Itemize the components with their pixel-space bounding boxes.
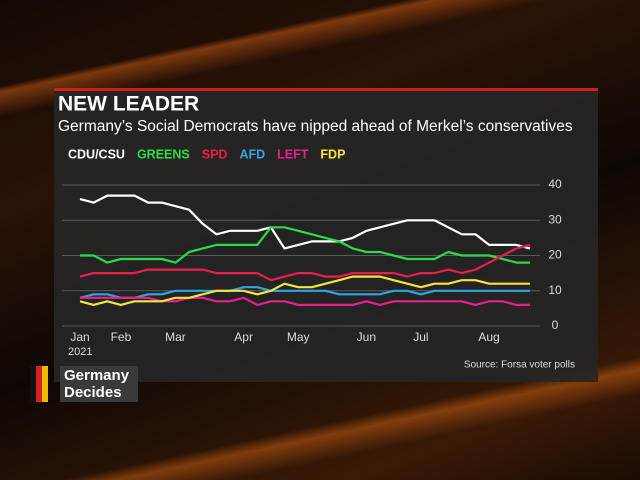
x-tick-label: Mar bbox=[165, 330, 186, 344]
series-line bbox=[79, 243, 531, 282]
source: Source: Forsa voter polls bbox=[464, 360, 575, 371]
y-tick-label: 20 bbox=[548, 248, 562, 262]
x-tick-label: May bbox=[287, 330, 310, 344]
x-tick-label: Feb bbox=[111, 330, 132, 344]
x-tick-label: Jun bbox=[357, 330, 376, 344]
flag-stripe bbox=[36, 366, 42, 402]
year-label: 2021 bbox=[68, 346, 92, 358]
legend-entry: GREENS bbox=[137, 147, 190, 161]
y-tick-label: 40 bbox=[548, 177, 562, 191]
badge-text: Decides bbox=[64, 384, 122, 401]
series-line bbox=[80, 226, 530, 264]
legend-entry: AFD bbox=[239, 147, 265, 161]
chart-title: NEW LEADER bbox=[58, 93, 199, 116]
x-tick-label: Jan bbox=[70, 330, 89, 344]
series-line bbox=[79, 286, 530, 299]
legend-entry: SPD bbox=[202, 147, 228, 161]
series-line bbox=[79, 275, 530, 306]
flag-stripe bbox=[42, 366, 48, 402]
series-line bbox=[79, 194, 531, 250]
legend-entry: LEFT bbox=[277, 147, 309, 161]
y-tick-label: 10 bbox=[548, 283, 562, 297]
x-tick-label: Apr bbox=[234, 330, 253, 344]
panel-accent bbox=[54, 88, 598, 91]
y-tick-label: 30 bbox=[548, 212, 562, 226]
y-tick-label: 0 bbox=[552, 318, 559, 332]
flag-stripe bbox=[30, 366, 36, 402]
badge-text: Germany bbox=[64, 367, 130, 384]
panel bbox=[54, 88, 598, 382]
series-line bbox=[80, 296, 530, 306]
badge-box bbox=[60, 366, 138, 402]
legend-entry: FDP bbox=[320, 147, 345, 161]
x-tick-label: Jul bbox=[413, 330, 428, 344]
chart-subtitle: Germany’s Social Democrats have nipped a… bbox=[58, 118, 573, 135]
legend-entry: CDU/CSU bbox=[68, 147, 125, 161]
x-tick-label: Aug bbox=[478, 330, 499, 344]
badge: Germany Decides bbox=[30, 366, 138, 402]
